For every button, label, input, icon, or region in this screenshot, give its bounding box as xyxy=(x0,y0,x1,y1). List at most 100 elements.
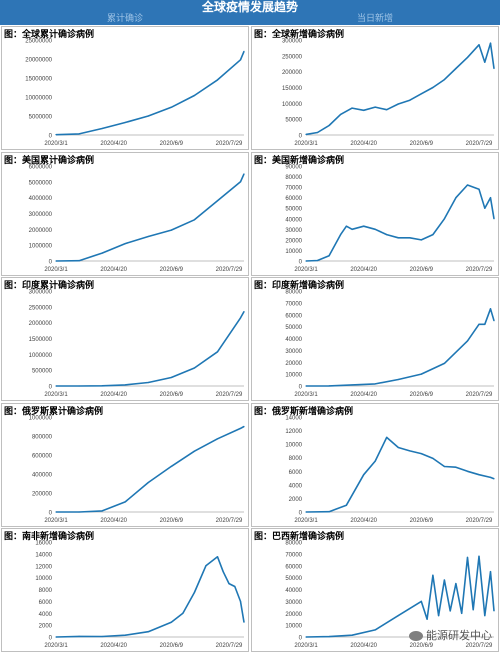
series-line xyxy=(305,42,495,136)
chart-svg: 0 1000000 2000000 3000000 4000000 5000000 6000… xyxy=(29,164,245,273)
x-tick-label: 2020/3/1 xyxy=(44,141,68,147)
y-tick-label: 80000 xyxy=(285,541,302,547)
data-point xyxy=(397,236,399,238)
y-tick-label: 0 xyxy=(299,385,303,391)
y-tick-label: 30000 xyxy=(285,600,302,606)
data-point xyxy=(420,452,422,454)
x-tick-label: 2020/7/29 xyxy=(466,141,493,147)
watermark-text: 能源研发中心 xyxy=(426,629,492,642)
y-tick-label: 2000000 xyxy=(29,227,53,233)
series-line xyxy=(55,173,245,262)
series-line xyxy=(305,436,495,513)
data-point xyxy=(305,385,307,387)
chart-panel: 图：南非新增确诊病例 0 2000 4000 6000 8000 10000 12000 140… xyxy=(1,528,249,652)
y-tick-label: 8000 xyxy=(39,588,53,594)
data-point xyxy=(478,473,480,475)
data-point xyxy=(345,225,347,227)
y-tick-label: 1000000 xyxy=(29,243,53,249)
data-point xyxy=(328,254,330,256)
data-point xyxy=(351,384,353,386)
chart-title: 图：美国累计确诊病例 xyxy=(4,155,95,166)
x-tick-label: 2020/7/29 xyxy=(466,518,493,524)
y-tick-label: 2000 xyxy=(39,624,53,630)
data-point xyxy=(124,384,126,386)
data-point xyxy=(55,259,57,262)
chart-svg: 0 10000 20000 30000 40000 50000 60000 70000 8000… xyxy=(285,290,495,398)
y-tick-label: 0 xyxy=(49,636,53,642)
data-point xyxy=(147,381,149,384)
data-point xyxy=(409,236,411,238)
x-tick-label: 2020/3/1 xyxy=(294,141,318,147)
y-tick-label: 8000 xyxy=(289,456,303,462)
y-tick-label: 20000 xyxy=(285,361,302,367)
data-point xyxy=(205,565,207,567)
y-tick-label: 600000 xyxy=(32,453,53,459)
data-point xyxy=(420,600,422,602)
data-point xyxy=(484,61,486,63)
y-tick-label: 25000000 xyxy=(25,39,52,45)
x-tick-label: 2020/6/9 xyxy=(410,141,434,147)
watermark: 能源研发中心 xyxy=(409,627,492,643)
chart-panel: 图：美国新增确诊病例 0 10000 20000 30000 40000 50000 6000… xyxy=(251,151,499,276)
chart-title: 图：印度累计确诊病例 xyxy=(4,281,95,291)
y-tick-label: 20000 xyxy=(285,612,302,618)
x-tick-label: 2020/4/20 xyxy=(100,643,127,649)
x-tick-label: 2020/4/20 xyxy=(350,643,377,649)
y-tick-label: 30000 xyxy=(285,227,302,233)
x-tick-label: 2020/7/29 xyxy=(466,392,493,398)
data-point xyxy=(182,612,184,614)
data-point xyxy=(351,228,353,230)
data-point xyxy=(493,67,495,70)
data-point xyxy=(351,634,353,636)
data-point xyxy=(216,199,219,201)
chart-panel: 图：全球累计确诊病例 0 5000000 10000000 15000000 200000… xyxy=(1,26,249,150)
data-point xyxy=(466,470,469,472)
series-line xyxy=(305,307,495,387)
x-tick-label: 2020/7/29 xyxy=(216,141,243,147)
data-point xyxy=(340,113,342,116)
y-tick-label: 70000 xyxy=(285,552,302,558)
y-tick-label: 80000 xyxy=(285,175,302,181)
data-point xyxy=(216,556,219,558)
x-tick-label: 2020/6/9 xyxy=(160,392,184,398)
data-point xyxy=(374,106,376,108)
chart-panel: 图：美国累计确诊病例 0 1000000 2000000 3000000 4000000 5… xyxy=(1,151,249,276)
y-tick-label: 0 xyxy=(49,134,53,140)
chart-panel: 图：巴西新增确诊病例 0 10000 20000 30000 40000 50000 6000… xyxy=(251,528,499,652)
data-point xyxy=(78,259,80,261)
x-tick-label: 2020/6/9 xyxy=(160,141,184,147)
data-point xyxy=(397,378,399,381)
x-tick-label: 2020/3/1 xyxy=(44,392,68,398)
data-point xyxy=(124,242,126,244)
chart-svg: 0 200000 400000 600000 800000 1000000 2020/3/1… xyxy=(29,415,245,524)
y-tick-label: 150000 xyxy=(282,86,303,92)
y-tick-label: 10000 xyxy=(285,248,302,254)
y-tick-label: 15000000 xyxy=(25,77,52,83)
y-tick-label: 2500000 xyxy=(29,305,53,311)
y-tick-label: 4000000 xyxy=(29,196,53,202)
x-tick-label: 2020/4/20 xyxy=(100,392,127,398)
data-point xyxy=(363,225,365,227)
data-point xyxy=(101,635,103,638)
data-point xyxy=(455,582,457,585)
data-point xyxy=(466,556,469,559)
data-point xyxy=(443,579,446,581)
data-point xyxy=(478,323,480,325)
data-point xyxy=(472,609,474,611)
y-tick-label: 12000 xyxy=(35,564,52,570)
y-tick-label: 3000000 xyxy=(29,290,53,296)
y-tick-label: 5000000 xyxy=(29,180,53,186)
chart-svg: 0 50000 100000 150000 200000 250000 300000 2020… xyxy=(282,39,495,147)
data-point xyxy=(328,510,330,512)
data-point xyxy=(101,127,103,130)
x-tick-label: 2020/7/29 xyxy=(466,643,493,649)
y-tick-label: 6000 xyxy=(39,600,53,606)
x-tick-label: 2020/7/29 xyxy=(466,267,493,273)
y-tick-label: 0 xyxy=(299,636,303,642)
y-tick-label: 50000 xyxy=(285,118,302,124)
y-tick-label: 1500000 xyxy=(29,337,53,343)
data-point xyxy=(484,323,486,325)
chart-title: 图：印度新增确诊病例 xyxy=(254,281,345,291)
x-tick-label: 2020/7/29 xyxy=(216,643,243,649)
data-point xyxy=(484,615,486,617)
